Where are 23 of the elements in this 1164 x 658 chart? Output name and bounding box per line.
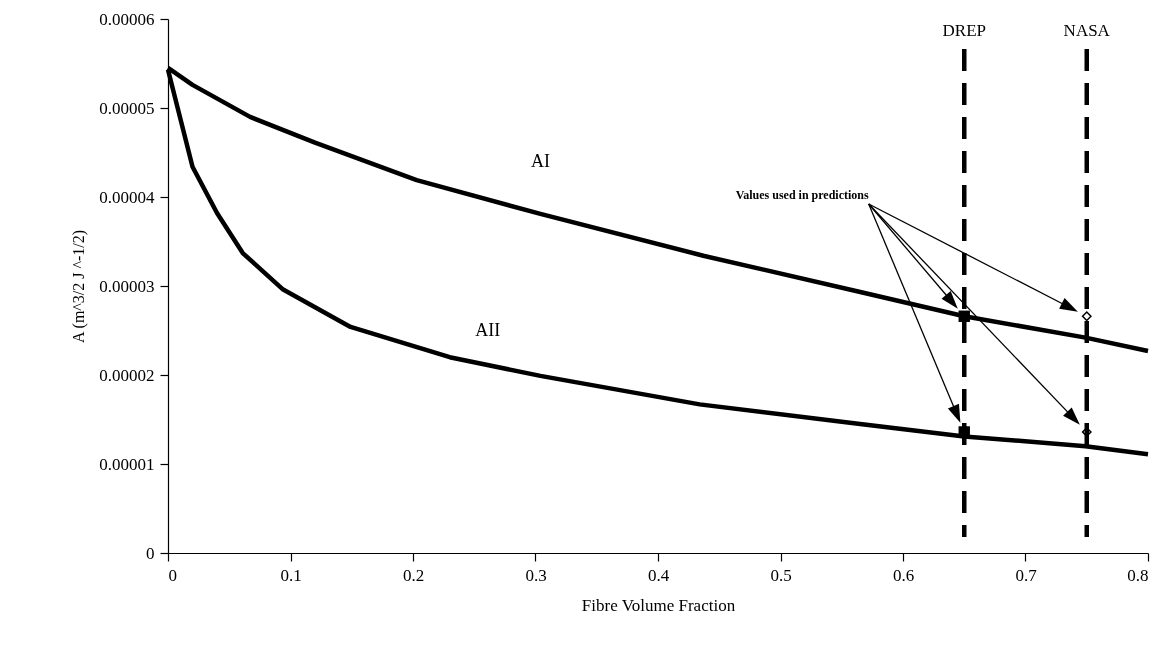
x-tick-label: 0.2 bbox=[402, 565, 425, 585]
x-tick-label: 0.5 bbox=[770, 565, 792, 585]
x-axis-title: Fibre Volume Fraction bbox=[581, 595, 736, 615]
series-label: AII bbox=[475, 320, 501, 341]
y-tick-label: 0.00002 bbox=[99, 365, 155, 385]
y-axis-title: A (m^3/2 J ^-1/2) bbox=[70, 229, 89, 344]
x-tick-label: 0 bbox=[168, 565, 177, 585]
y-tick-label: 0.00004 bbox=[99, 187, 155, 207]
y-tick-label: 0.00005 bbox=[99, 98, 155, 118]
x-tick-label: 0.8 bbox=[1127, 565, 1149, 585]
text: AI bbox=[530, 150, 550, 171]
x-tick-label: 0.4 bbox=[647, 565, 670, 585]
y-tick-label: 0.00006 bbox=[99, 9, 155, 29]
y-tick-label: 0.00003 bbox=[99, 276, 155, 296]
x-tick-label: 0.1 bbox=[280, 565, 302, 585]
ref-line-label: DREP bbox=[942, 21, 986, 40]
x-tick-label: 0.3 bbox=[525, 565, 547, 585]
ref-line-label: NASA bbox=[1063, 21, 1111, 40]
annotation: Values used in predictions bbox=[735, 188, 870, 202]
y-tick-label: 0.00001 bbox=[99, 454, 155, 474]
x-tick-label: 0.6 bbox=[892, 565, 915, 585]
x-tick-label: 0.7 bbox=[1015, 565, 1038, 585]
y-tick-label: 0 bbox=[146, 543, 155, 563]
